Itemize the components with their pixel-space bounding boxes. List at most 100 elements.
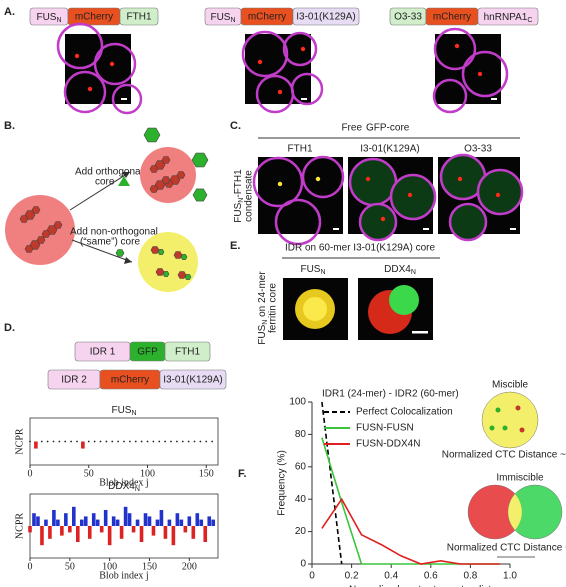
- ncpr-point: [87, 440, 90, 443]
- box-label-text: hnRNPA1: [484, 12, 528, 23]
- ncpr-bar: [40, 526, 44, 546]
- series-line: [321, 497, 501, 565]
- panel-label: A.: [4, 6, 15, 18]
- ncpr-bar: [151, 526, 156, 536]
- droplet: [63, 70, 107, 114]
- ncpr-point: [64, 440, 67, 443]
- micrograph: [245, 34, 311, 104]
- annotation: (“same”) core: [80, 237, 140, 248]
- arrow-head: [122, 172, 130, 178]
- cage: [177, 271, 187, 279]
- box-label: I3-01(K129A): [296, 12, 355, 23]
- box-label: I3-01(K129A): [163, 375, 222, 386]
- ncpr-bar: [131, 526, 136, 533]
- condensate: [87, 86, 93, 92]
- ncpr-bar: [171, 526, 176, 546]
- row-label-sub: N: [262, 320, 269, 325]
- scale-bar: [121, 98, 127, 100]
- ncpr-point: [29, 440, 31, 443]
- condensate: [138, 232, 198, 292]
- chart-title: FUSN: [111, 405, 136, 418]
- annotation: Add non-orthogonal: [70, 227, 158, 238]
- ncpr-bar: [36, 516, 40, 526]
- cage: [41, 230, 51, 238]
- ncpr-bar: [135, 519, 140, 526]
- droplet: [241, 30, 289, 78]
- ncpr-bar: [48, 526, 52, 539]
- cage: [155, 268, 165, 276]
- chart-title-text: DDX4: [108, 481, 135, 492]
- scale-bar: [510, 228, 516, 230]
- cage: [149, 165, 159, 173]
- ncpr-bar: [147, 516, 152, 526]
- ncpr-bar: [32, 513, 36, 526]
- ncpr-bar: [187, 516, 192, 526]
- core: [184, 274, 192, 280]
- ncpr-point: [76, 440, 78, 443]
- x-tick-label: 100: [102, 561, 117, 572]
- core: [162, 271, 170, 277]
- ncpr-point: [187, 440, 190, 443]
- row-label-rest: -FTH1: [233, 169, 244, 198]
- x-axis-label: Blob index j: [99, 570, 148, 581]
- droplet: [448, 202, 488, 242]
- ncpr-bar: [203, 526, 208, 542]
- droplet: [301, 155, 345, 199]
- y-axis-label: Frequency (%): [277, 450, 288, 516]
- domain-box: [477, 7, 539, 26]
- condensate: [389, 285, 419, 315]
- ncpr-bar: [56, 519, 60, 526]
- condensate: [257, 59, 263, 65]
- box-label: FTH1: [127, 12, 152, 23]
- annotation: Normalized CTC Distance ~ 0: [442, 450, 566, 461]
- free-core: [191, 152, 209, 168]
- y-tick-label: 100: [289, 397, 306, 408]
- panel-label: F.: [238, 468, 247, 480]
- ncpr-bar: [179, 519, 184, 526]
- box-label: mCherry: [75, 12, 113, 23]
- core: [157, 249, 165, 255]
- x-axis-label: Blob index j: [99, 477, 148, 488]
- free-core: [192, 188, 208, 202]
- droplet: [111, 83, 143, 115]
- droplet: [274, 198, 322, 246]
- box-label: GFP: [137, 347, 158, 358]
- ncpr-bar: [119, 526, 124, 539]
- ncpr-bar: [199, 519, 204, 526]
- scale-bar: [412, 331, 428, 334]
- ncpr-bar: [99, 526, 104, 533]
- column-label: O3-33: [464, 144, 492, 155]
- droplet: [56, 22, 104, 70]
- box-label: FUSN: [36, 12, 61, 25]
- row-label: ferritin core: [268, 283, 279, 333]
- ncpr-point: [146, 440, 149, 443]
- x-tick-label: 0.2: [345, 571, 359, 582]
- x-tick-label: 0.4: [384, 571, 398, 582]
- annotation: Immiscible: [496, 473, 544, 484]
- ncpr-bar: [183, 526, 188, 533]
- ncpr-bar: [68, 526, 72, 533]
- ncpr-point: [140, 440, 143, 443]
- schematic-dot: [502, 425, 508, 431]
- ncpr-bar: [123, 506, 128, 526]
- condensate: [477, 71, 483, 77]
- x-tick-label: 0.8: [463, 571, 477, 582]
- ncpr-bar: [28, 526, 32, 533]
- box-label: mCherry: [111, 375, 149, 386]
- column-label-sub: N: [320, 269, 325, 276]
- schematic: [507, 484, 563, 540]
- droplet: [432, 78, 468, 114]
- box-label: IDR 2: [61, 375, 87, 386]
- ncpr-point: [199, 440, 202, 443]
- ncpr-bar: [163, 526, 168, 539]
- domain-box: [292, 7, 360, 26]
- droplet: [93, 42, 137, 86]
- annotation: Normalized CTC Distance ~ 1: [447, 543, 566, 554]
- x-tick-label: 100: [140, 468, 155, 479]
- y-tick-label: 80: [295, 429, 307, 440]
- schematic-dot: [495, 407, 501, 413]
- scale-bar: [301, 98, 307, 100]
- condensate: [300, 46, 306, 52]
- cage: [161, 176, 171, 184]
- condensate: [365, 176, 371, 182]
